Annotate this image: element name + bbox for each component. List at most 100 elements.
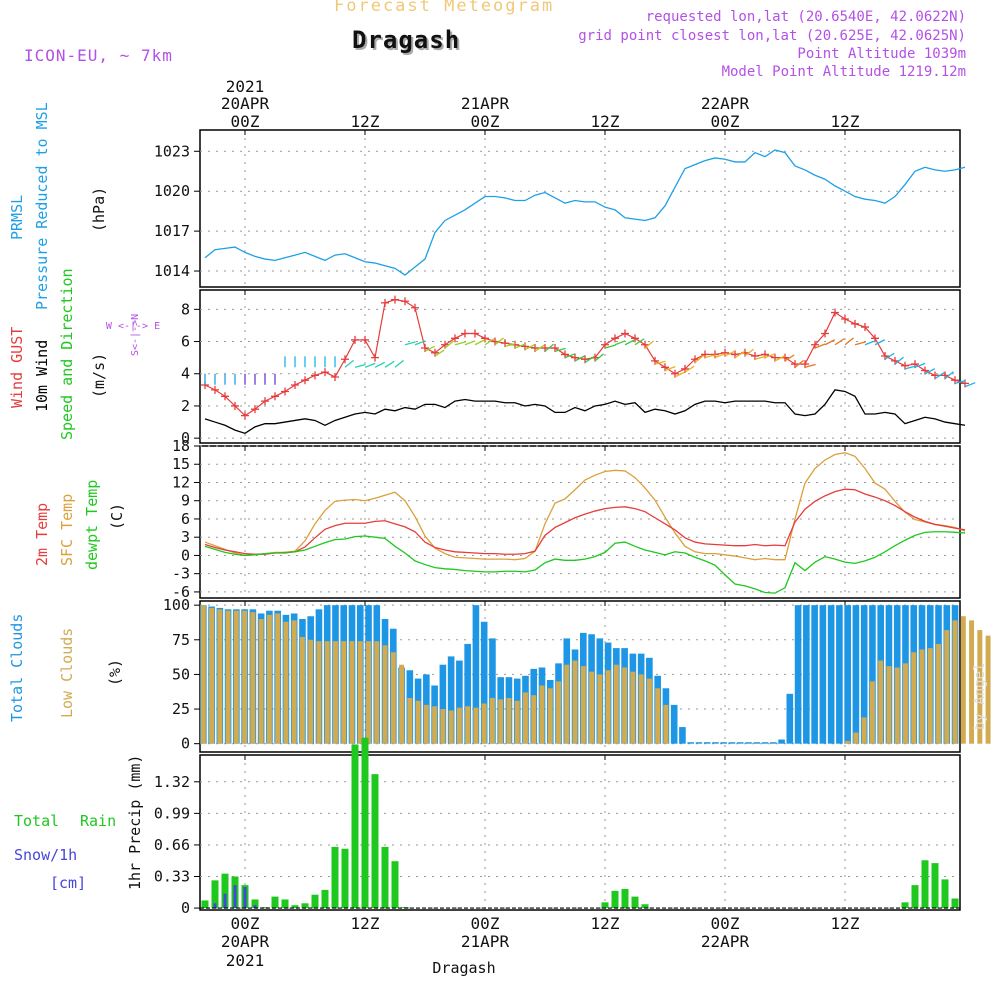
time-axis-bottom-hour: 12Z [831,914,860,933]
y-tick-label: 6 [181,333,190,351]
time-axis-bottom-year: 2021 [226,951,265,970]
rain-bar [351,744,359,909]
wind-direction-arrow [944,371,954,380]
total-cloud-bar [447,656,455,744]
wind-direction-arrow [424,345,436,352]
gust-point [411,303,419,312]
point-altitude: Point Altitude 1039m [797,46,966,62]
wind-direction-arrow [814,343,826,349]
y-tick-label: 0.66 [154,836,190,854]
snow-bar [213,903,217,909]
low-cloud-bar [407,697,413,744]
time-axis-bottom-hour: 00Z [471,914,500,933]
panel-frame-precip [199,754,961,911]
y-tick-label: 0.99 [154,804,190,822]
rain-bar [271,896,279,909]
wind-direction-arrow [474,339,486,346]
low-cloud-bar [886,666,892,744]
snow-bar [233,885,237,909]
wind-direction-arrow [894,356,904,365]
wind-direction-arrow [784,354,795,362]
wind-direction-arrow [774,355,786,362]
low-cloud-bar [919,649,925,744]
low-cloud-bar [465,706,471,744]
gust-point [311,371,319,380]
gust-point [471,329,479,338]
label-hpa: (hPa) [90,187,108,232]
wind-direction-arrow [924,368,936,375]
gust-point [481,334,489,343]
low-cloud-bar [473,707,479,744]
gust-point [251,405,259,414]
y-tick-label: 75 [172,631,190,649]
y-tick-label: 1020 [154,182,190,200]
wind-direction-arrow [514,343,526,349]
wind-direction-arrow [454,341,466,346]
time-axis-top-hour: 00Z [231,112,260,131]
total-cloud-bar [703,742,711,744]
gust-point [451,334,459,343]
wind-direction-arrow [644,340,654,349]
y-tick-label: 18 [172,437,190,455]
rain-bar [261,907,269,909]
total-cloud-bar [778,739,785,744]
low-cloud-bar [580,666,586,744]
y-tick-label: 0.33 [154,868,190,886]
low-cloud-bar [878,660,884,744]
top-title: Forecast Meteogram [334,0,555,16]
low-cloud-bar [357,641,363,744]
total-cloud-bar [811,605,818,744]
low-cloud-bar [432,706,438,744]
rain-bar [381,846,389,909]
rain-bar [211,880,219,909]
wind-direction-arrow [914,362,926,368]
wind-direction-arrow [844,337,854,346]
wind-direction-arrow [554,347,566,352]
low-cloud-bar [985,635,991,744]
gust-point [461,329,469,338]
y-tick-label: 50 [172,665,190,683]
rain-bar [601,902,609,909]
time-axis-bottom-date: 20APR [221,932,270,951]
total-cloud-bar [456,660,463,744]
wind-direction-arrow [524,344,536,351]
gust-point [361,335,369,344]
label-wind-gust: Wind GUST [8,327,26,408]
label-total-clouds: Total Clouds [8,614,26,722]
gust-point [611,334,619,343]
model-label: ICON-EU, ~ 7km [24,46,173,65]
label-2m-temp: 2m Temp [33,503,51,566]
low-cloud-bar [869,681,875,744]
gust-point [851,319,859,328]
low-cloud-bar [927,648,933,744]
time-axis-bottom-hour: 00Z [231,914,260,933]
rain-bar [281,899,289,909]
total-cloud-bar [745,742,752,744]
low-cloud-bar [200,605,206,744]
model-altitude: Model Point Altitude 1219.12m [721,64,966,80]
low-cloud-bar [903,663,908,744]
gust-point [241,411,249,420]
y-tick-label: 100 [163,596,190,614]
low-cloud-bar [258,619,264,744]
total-cloud-bar [869,605,876,744]
time-axis-top-date: 20APR [221,94,270,113]
low-cloud-bar [481,703,487,744]
rain-bar [931,863,939,909]
wind-direction-arrow [434,349,445,357]
low-cloud-bar [605,670,611,744]
wind-direction-arrow [884,352,895,360]
total-cloud-bar [827,605,835,744]
low-cloud-bar [308,639,314,744]
wind-direction-arrow [604,344,616,349]
time-axis-bottom-hour: 12Z [351,914,380,933]
total-cloud-bar [794,605,802,744]
total-cloud-bar [852,605,860,744]
low-cloud-bar [960,616,966,744]
low-cloud-bar [233,610,239,744]
low-cloud-bar [225,610,231,744]
low-cloud-bar [374,641,380,744]
total-cloud-bar [670,704,678,744]
gust-point [371,353,379,362]
total-cloud-bar [728,742,736,744]
